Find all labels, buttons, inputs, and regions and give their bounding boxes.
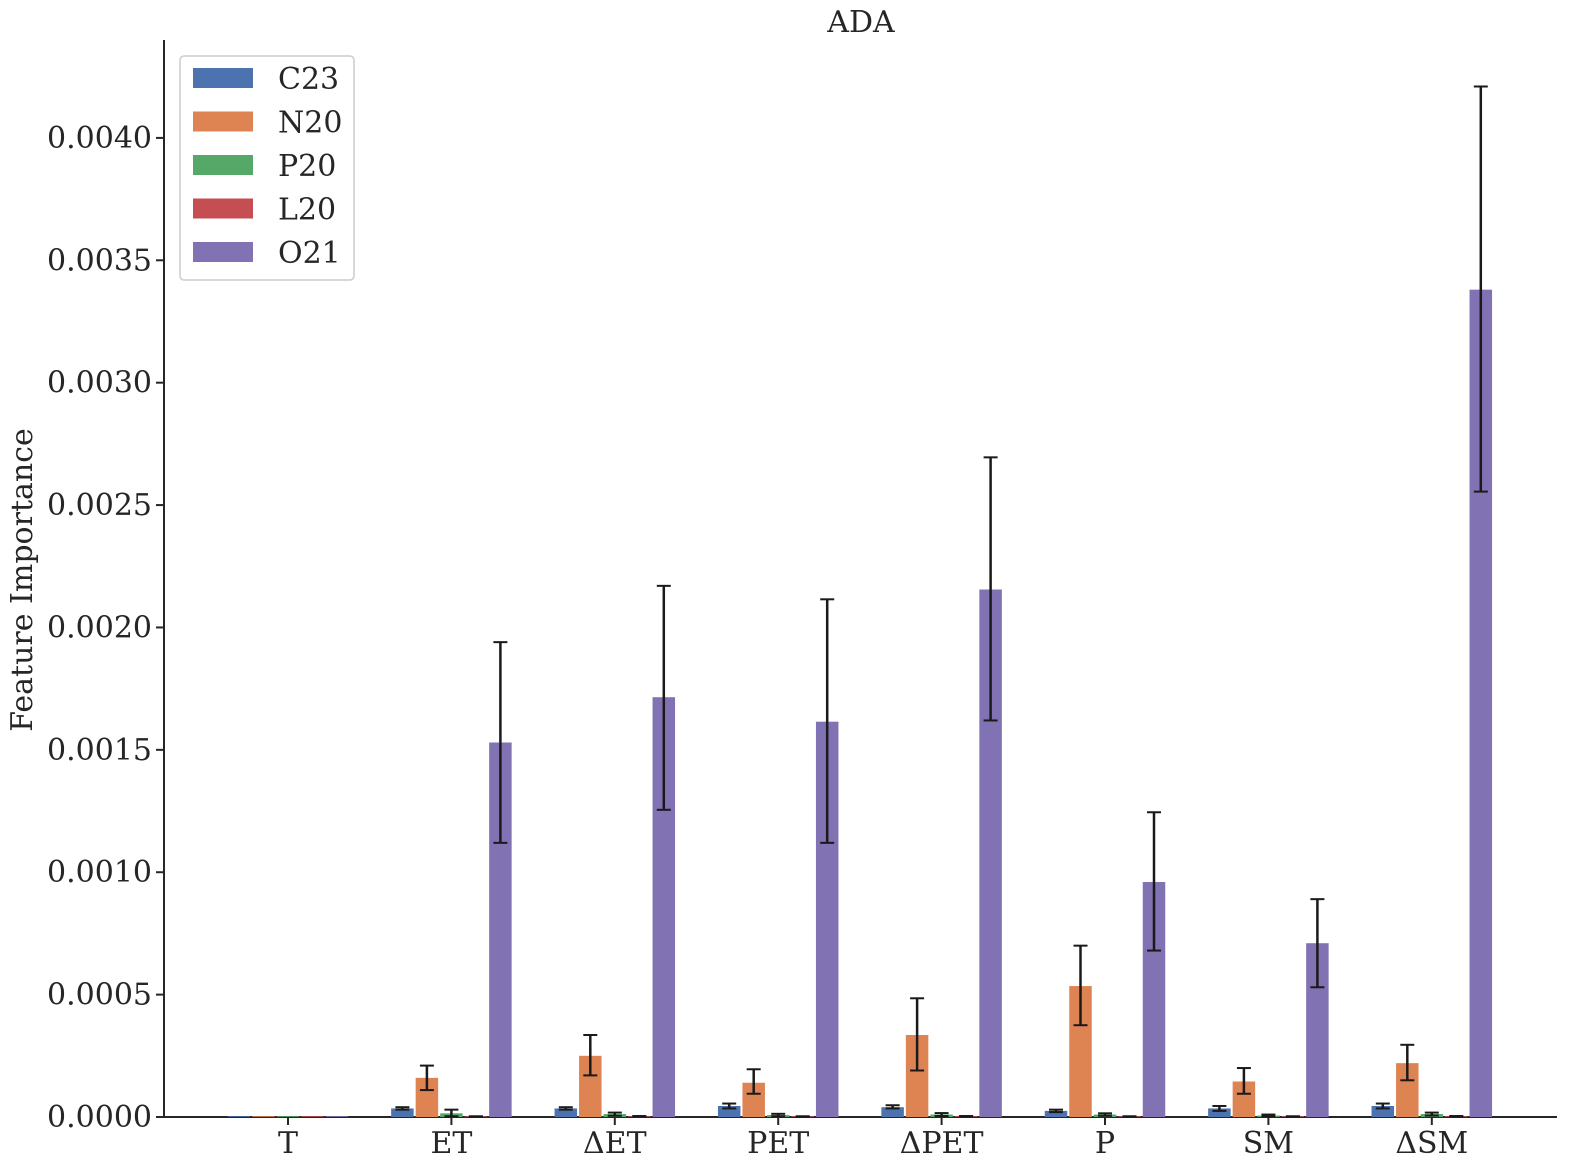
error-bar-p20 [771,1112,786,1118]
bar-o21 [815,721,839,1117]
legend-swatch-n20 [193,111,253,132]
error-bar-p20 [1098,1112,1112,1117]
bar-o21 [325,1116,349,1117]
y-tick-label: 0.0035 [47,243,152,278]
error-bar-o21 [656,584,671,811]
legend-label-p20: P20 [278,149,336,184]
legend-label-n20: N20 [278,106,342,141]
error-bar-n20 [1400,1043,1415,1082]
error-bar-c23 [395,1106,410,1111]
bar-c23 [391,1108,414,1117]
x-tick-label: ΔET [583,1126,647,1161]
legend-swatch-l20 [193,198,253,219]
error-bar-n20 [746,1068,761,1095]
error-bar-o21 [1147,811,1161,952]
error-bar-o21 [1310,898,1325,989]
legend: C23 N20 P20 L20 O21 [179,55,355,281]
y-tick-label: 0.0040 [47,121,152,156]
legend-label-l20: L20 [278,193,336,228]
legend-label-c23: C23 [278,62,339,97]
y-tick-label: 0.0005 [47,978,152,1013]
bar-o21 [1142,882,1166,1117]
error-bar-o21 [493,641,508,844]
error-bar-o21 [1473,85,1488,493]
y-axis-label: Feature Importance [5,428,40,732]
y-tick-label: 0.0030 [47,366,152,401]
bar-n20 [1232,1081,1256,1117]
bar-n20 [415,1077,439,1117]
error-bar-p20 [934,1112,949,1118]
error-bar-p20 [607,1111,622,1117]
x-tick-label: ΔPET [900,1126,984,1161]
legend-swatch-c23 [193,68,253,88]
bar-o21 [652,697,676,1117]
error-bar-c23 [722,1102,737,1110]
bar-o21 [489,742,512,1117]
error-bar-o21 [820,598,835,844]
error-bar-c23 [558,1106,573,1111]
bar-o21 [1469,289,1493,1117]
legend-swatch-o21 [193,242,253,262]
bar-c23 [881,1107,904,1117]
y-tick-label: 0.0025 [47,488,152,523]
error-bar-p20 [444,1108,459,1118]
x-tick-label: T [278,1126,298,1161]
bar-c23 [1044,1110,1068,1117]
error-bar-o21 [983,456,998,722]
y-tick-label: 0.0010 [47,855,152,890]
bar-p20 [276,1116,300,1117]
error-bar-n20 [1236,1067,1251,1095]
x-tick-label: P [1095,1126,1115,1161]
x-tick-label: ΔSM [1395,1126,1468,1161]
error-bar-n20 [583,1034,598,1077]
chart-title: ADA [826,5,895,40]
error-bar-p20 [1261,1113,1276,1118]
bar-n20 [1069,986,1092,1117]
bar-l20 [301,1116,324,1117]
bar-c23 [1371,1105,1395,1117]
legend-swatch-p20 [193,155,253,175]
x-tick-label: SM [1243,1126,1294,1161]
bar-n20 [905,1035,929,1117]
bar-c23 [554,1108,578,1117]
bar-c23 [717,1105,741,1117]
bar-c23 [1208,1108,1231,1117]
error-bar-c23 [885,1104,900,1110]
error-bar-n20 [419,1064,434,1092]
plot-area: 0.0000 0.0005 0.0010 0.0015 0.0020 0.0025 0.00… [47,40,1557,1161]
bar-n20 [579,1055,602,1117]
y-tick-label: 0.0000 [47,1100,152,1135]
error-bar-n20 [910,997,925,1072]
bar-c23 [227,1116,251,1117]
error-bar-n20 [1073,944,1088,1027]
bar-n20 [252,1116,275,1117]
error-bar-c23 [1375,1102,1390,1110]
y-tick-label: 0.0015 [47,733,152,768]
y-tick-label: 0.0020 [47,610,152,645]
x-tick-label: PET [747,1126,809,1161]
bar-n20 [742,1082,765,1117]
legend-label-o21: O21 [278,236,341,271]
bar-n20 [1396,1063,1419,1117]
error-bar-p20 [1424,1111,1439,1117]
x-tick-label: ET [430,1126,472,1161]
error-bar-c23 [1049,1108,1063,1114]
error-bar-c23 [1212,1104,1227,1112]
